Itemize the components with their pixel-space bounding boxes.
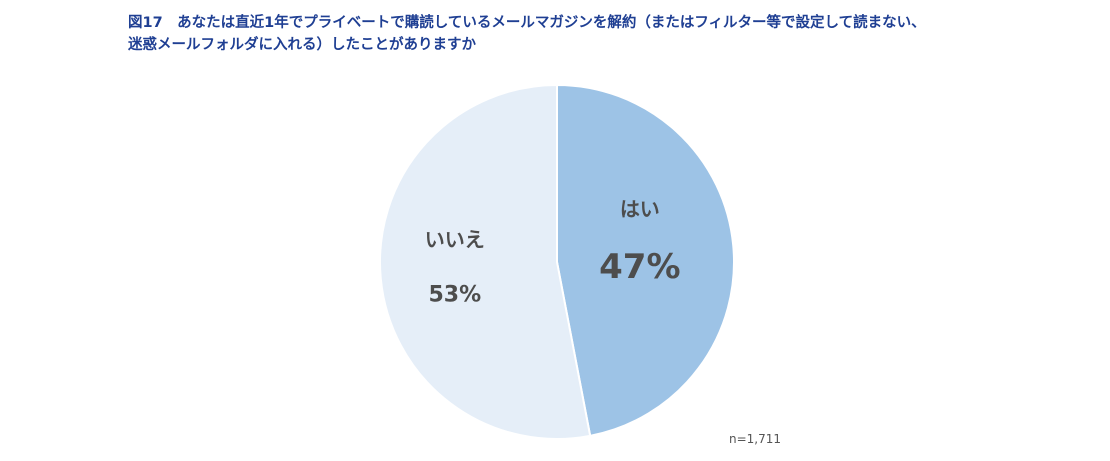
slice-label: いいえ — [425, 228, 485, 252]
pie-slice — [556, 84, 735, 437]
slice-value-label: 47% — [599, 247, 680, 287]
slice-value-label: 53% — [428, 282, 481, 307]
slice-label: はい — [620, 197, 660, 221]
chart-title: 図17 あなたは直近1年でプライベートで購読しているメールマガジンを解約（または… — [128, 12, 1088, 56]
pie-slice — [379, 84, 592, 440]
chart-title-line-2: 迷惑メールフォルダに入れる）したことがありますか — [128, 37, 476, 53]
sample-size-note: n=1,711 — [729, 432, 782, 446]
chart-title-line-1: 図17 あなたは直近1年でプライベートで購読しているメールマガジンを解約（または… — [128, 15, 926, 31]
